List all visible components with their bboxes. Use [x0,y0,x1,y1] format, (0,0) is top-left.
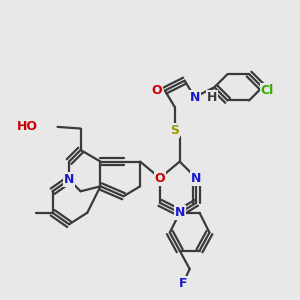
Text: H: H [207,91,217,104]
Text: HO: HO [17,120,38,134]
Text: F: F [179,277,187,290]
Text: N: N [175,206,185,219]
Text: Cl: Cl [261,84,274,97]
Text: S: S [170,124,179,137]
Text: N: N [189,91,200,104]
Text: N: N [64,173,74,186]
Text: O: O [154,172,165,184]
Text: O: O [151,84,162,97]
Text: N: N [191,172,201,184]
